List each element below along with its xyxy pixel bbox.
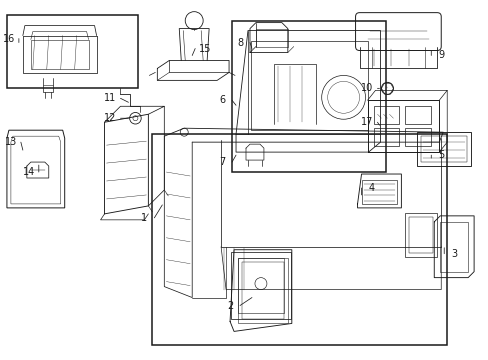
Text: 6: 6 <box>219 95 224 105</box>
Bar <box>405 106 430 124</box>
Bar <box>361 180 397 204</box>
Text: 11: 11 <box>104 93 117 103</box>
Bar <box>152 134 447 345</box>
Text: 15: 15 <box>199 44 211 54</box>
Bar <box>373 106 399 124</box>
Text: 8: 8 <box>237 37 243 48</box>
Bar <box>230 252 290 319</box>
Text: 2: 2 <box>226 301 233 311</box>
Text: 10: 10 <box>361 84 373 93</box>
Bar <box>238 258 283 314</box>
Text: 16: 16 <box>3 33 15 44</box>
Bar <box>238 258 287 323</box>
Bar <box>405 128 430 146</box>
Bar <box>421 136 466 162</box>
Text: 3: 3 <box>450 249 456 259</box>
Bar <box>255 28 287 46</box>
Bar <box>31 40 96 73</box>
Bar <box>7 15 138 88</box>
Bar <box>405 213 436 257</box>
Bar <box>408 217 432 253</box>
Bar <box>232 21 386 172</box>
Bar <box>242 262 283 319</box>
Bar <box>31 40 88 69</box>
Bar <box>416 132 470 166</box>
Text: 7: 7 <box>219 157 225 167</box>
Text: 5: 5 <box>437 150 444 160</box>
Bar <box>250 41 367 130</box>
Text: 1: 1 <box>141 213 147 223</box>
Text: 17: 17 <box>361 117 373 127</box>
Text: 12: 12 <box>104 113 117 123</box>
Text: 9: 9 <box>437 50 444 60</box>
Text: 4: 4 <box>367 183 374 193</box>
Text: 14: 14 <box>22 167 35 177</box>
Bar <box>439 222 467 272</box>
Text: 13: 13 <box>5 137 17 147</box>
Bar <box>373 128 399 146</box>
